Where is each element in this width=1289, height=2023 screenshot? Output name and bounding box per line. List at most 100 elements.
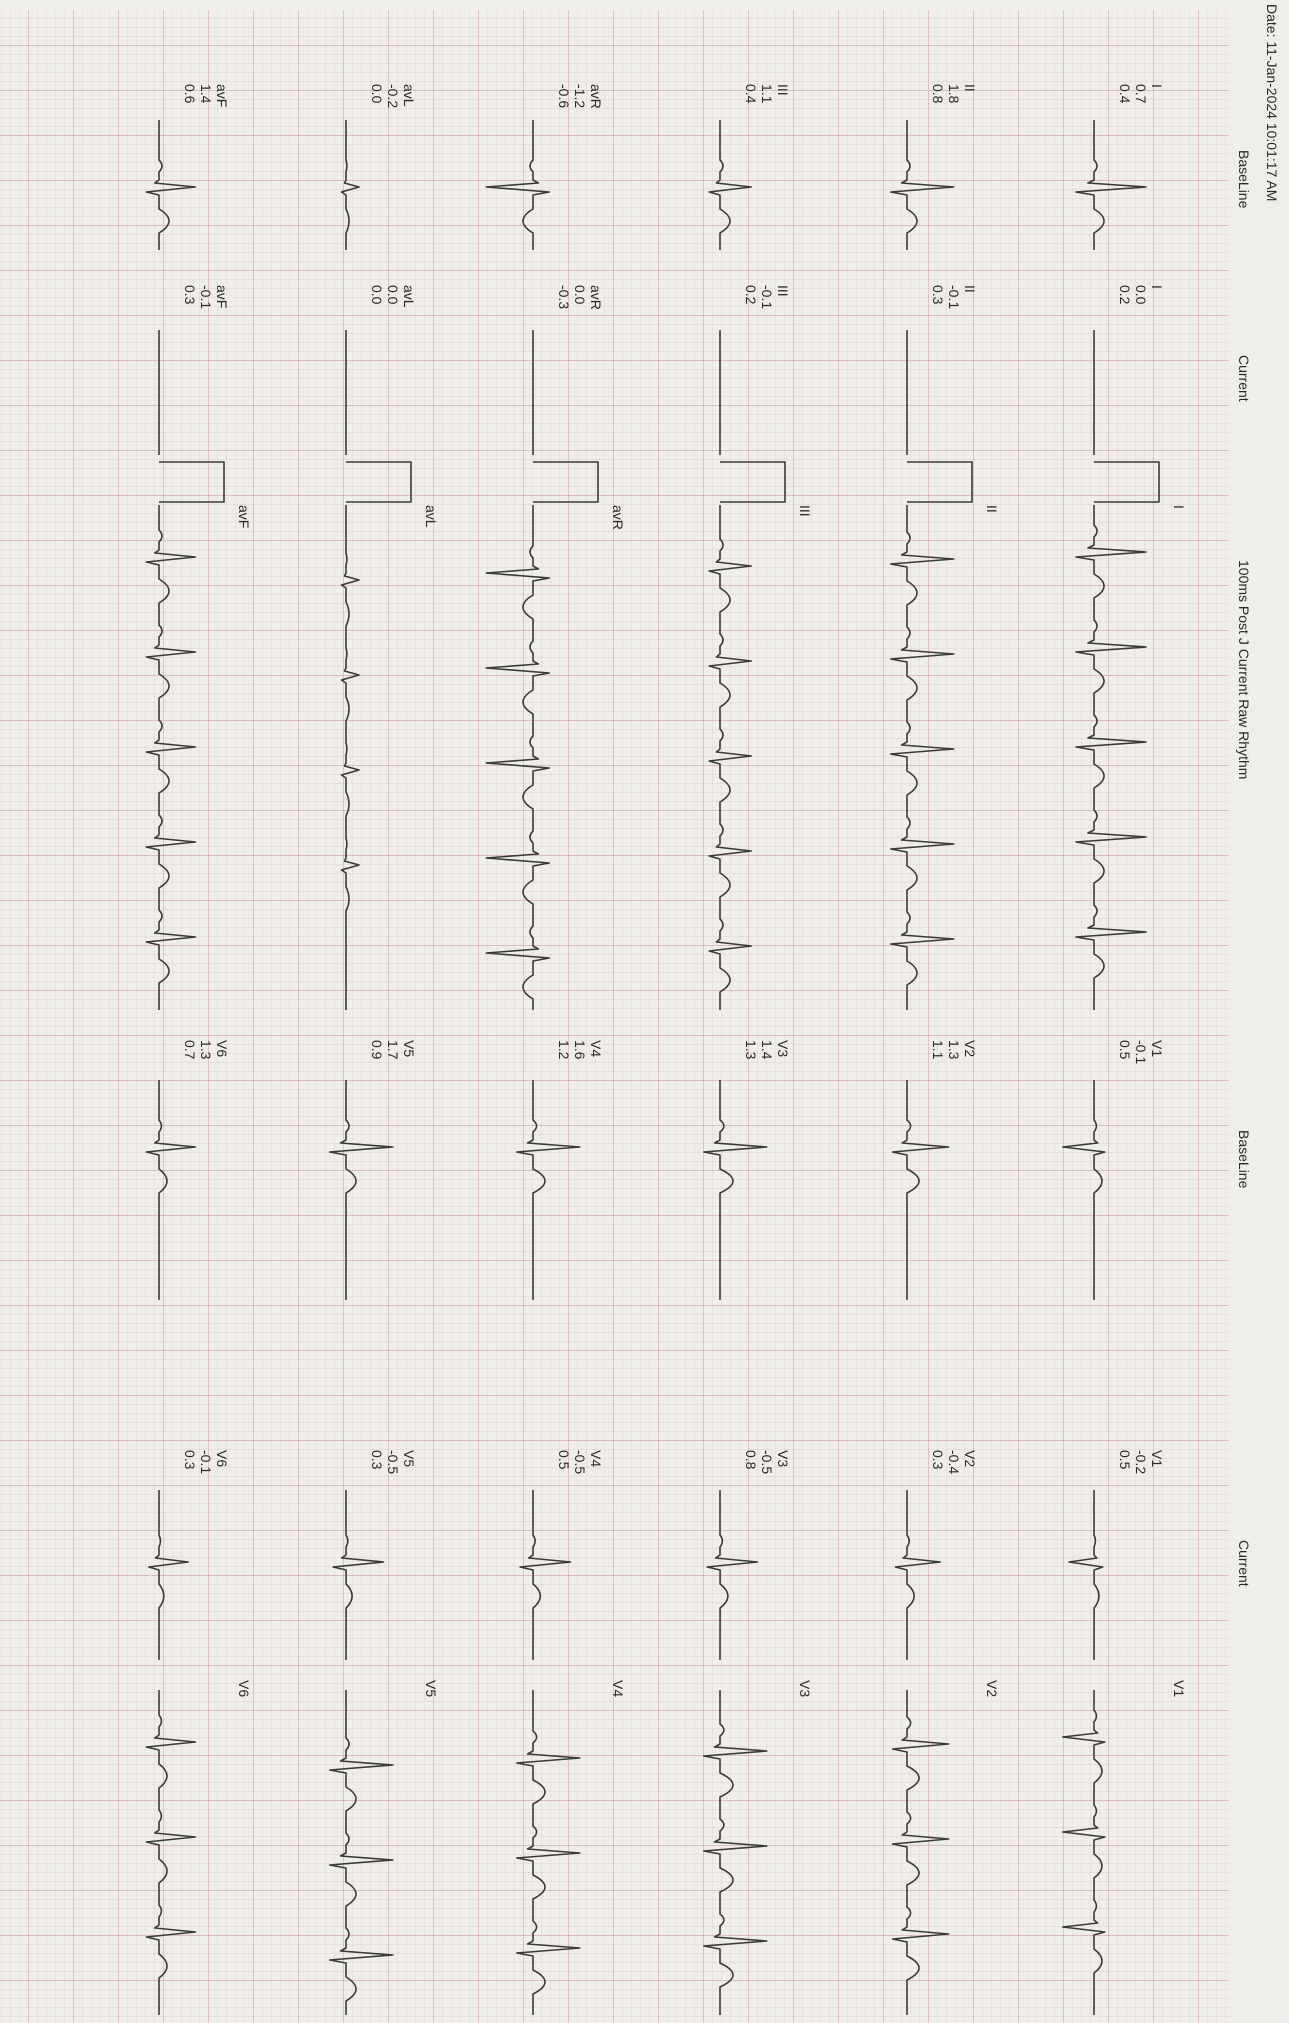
measurement: -0.5 (759, 1450, 775, 1474)
rhythm-lead-name: V3 (797, 1680, 813, 1697)
ecg-trace (148, 1490, 189, 1660)
measurement: 1.4 (759, 1040, 775, 1060)
calibration-pulse (720, 461, 786, 503)
rhythm-lead-name: I (1171, 505, 1187, 509)
measurement: 1.1 (759, 84, 775, 104)
ecg-trace (703, 1690, 768, 2015)
measurement: 0.4 (743, 84, 759, 104)
measurement: -0.1 (1133, 1040, 1149, 1064)
measurement: 1.2 (556, 1040, 572, 1060)
measurement: 1.4 (198, 84, 214, 104)
measurement: 1.3 (946, 1040, 962, 1060)
lead-name: avL (401, 84, 417, 107)
lead-name: I (1149, 285, 1165, 289)
date: Date: 11-Jan-2024 10:01:17 AM (1264, 4, 1280, 201)
lead-name: V5 (401, 1040, 417, 1057)
rhythm-lead-name: V2 (984, 1680, 1000, 1697)
rhythm-lead-name: III (797, 505, 813, 517)
measurement: -0.3 (556, 285, 572, 309)
lead-name: V3 (775, 1450, 791, 1467)
lead-name: I (1149, 84, 1165, 88)
ecg-trace (894, 1490, 942, 1660)
ecg-trace (1075, 505, 1147, 1010)
rhythm-lead-name: II (984, 505, 1000, 513)
ecg-trace (1068, 1490, 1104, 1661)
lead-name: V4 (588, 1450, 604, 1467)
measurement: 0.5 (1117, 1450, 1133, 1470)
lead-name: V5 (401, 1450, 417, 1467)
measurement: -1.2 (572, 84, 588, 108)
measurement: -0.5 (572, 1450, 588, 1474)
measurement: -0.6 (556, 84, 572, 108)
rhythm-lead-name: V6 (236, 1680, 252, 1697)
section-label: Current (1236, 1540, 1252, 1587)
measurement: 0.0 (572, 285, 588, 305)
measurement: -0.4 (946, 1450, 962, 1474)
measurement: 0.7 (182, 1040, 198, 1060)
measurement: 1.6 (572, 1040, 588, 1060)
ecg-trace (340, 505, 360, 1010)
measurement: -0.5 (385, 1450, 401, 1474)
section-label: BaseLine (1236, 1130, 1252, 1189)
rhythm-lead-name: avR (610, 505, 626, 530)
lead-name: V1 (1149, 1450, 1165, 1467)
ecg-trace (485, 505, 550, 1010)
measurement: 1.3 (743, 1040, 759, 1060)
ecg-trace (890, 120, 955, 250)
lead-name: avF (214, 84, 230, 107)
measurement: 0.0 (369, 285, 385, 305)
measurement: 0.3 (182, 285, 198, 305)
grid (0, 10, 1229, 2023)
ecg-trace (340, 120, 360, 250)
ecg-trace (708, 120, 752, 251)
lead-name: avL (401, 285, 417, 308)
section-label: Current (1236, 355, 1252, 402)
calibration-pulse (159, 461, 225, 503)
ecg-trace (145, 120, 197, 251)
measurement: 1.3 (198, 1040, 214, 1060)
measurement: 1.8 (946, 84, 962, 104)
measurement: 0.3 (930, 285, 946, 305)
measurement: -0.1 (198, 285, 214, 309)
ecg-trace (891, 1080, 950, 1301)
measurement: 0.5 (556, 1450, 572, 1470)
calibration-pulse (907, 461, 973, 503)
ecg-trace (145, 1080, 197, 1301)
measurement: 0.4 (1117, 84, 1133, 104)
measurement: 0.0 (369, 84, 385, 104)
calibration-pulse (346, 461, 412, 503)
measurement: -0.1 (759, 285, 775, 309)
ecg-trace (706, 1490, 759, 1661)
ecg-trace (1062, 1080, 1106, 1301)
section-label: 100ms Post J Current Raw Rhythm (1236, 560, 1252, 779)
measurement: 0.3 (930, 1450, 946, 1470)
lead-name: avR (588, 285, 604, 310)
rhythm-lead-name: avF (236, 505, 252, 528)
ecg-trace (703, 1080, 768, 1300)
lead-name: V2 (962, 1040, 978, 1057)
lead-name: II (962, 84, 978, 92)
calibration-pulse (533, 461, 599, 503)
ecg-trace (485, 120, 550, 250)
lead-name: avR (588, 84, 604, 109)
ecg-trace (329, 1080, 394, 1300)
measurement: 0.3 (182, 1450, 198, 1470)
lead-name: III (775, 84, 791, 96)
ecg-trace (332, 1490, 385, 1661)
lead-name: III (775, 285, 791, 297)
rhythm-lead-name: V1 (1171, 1680, 1187, 1697)
lead-name: V4 (588, 1040, 604, 1057)
measurement: 0.2 (743, 285, 759, 305)
measurement: 0.3 (369, 1450, 385, 1470)
measurement: 0.0 (385, 285, 401, 305)
ecg-trace (516, 1690, 581, 2015)
lead-name: V2 (962, 1450, 978, 1467)
measurement: 0.8 (743, 1450, 759, 1470)
ecg-trace (1075, 120, 1147, 250)
ecg-trace (1062, 1690, 1106, 2016)
ecg-trace (145, 505, 197, 1011)
ecg-trace (708, 505, 752, 1011)
